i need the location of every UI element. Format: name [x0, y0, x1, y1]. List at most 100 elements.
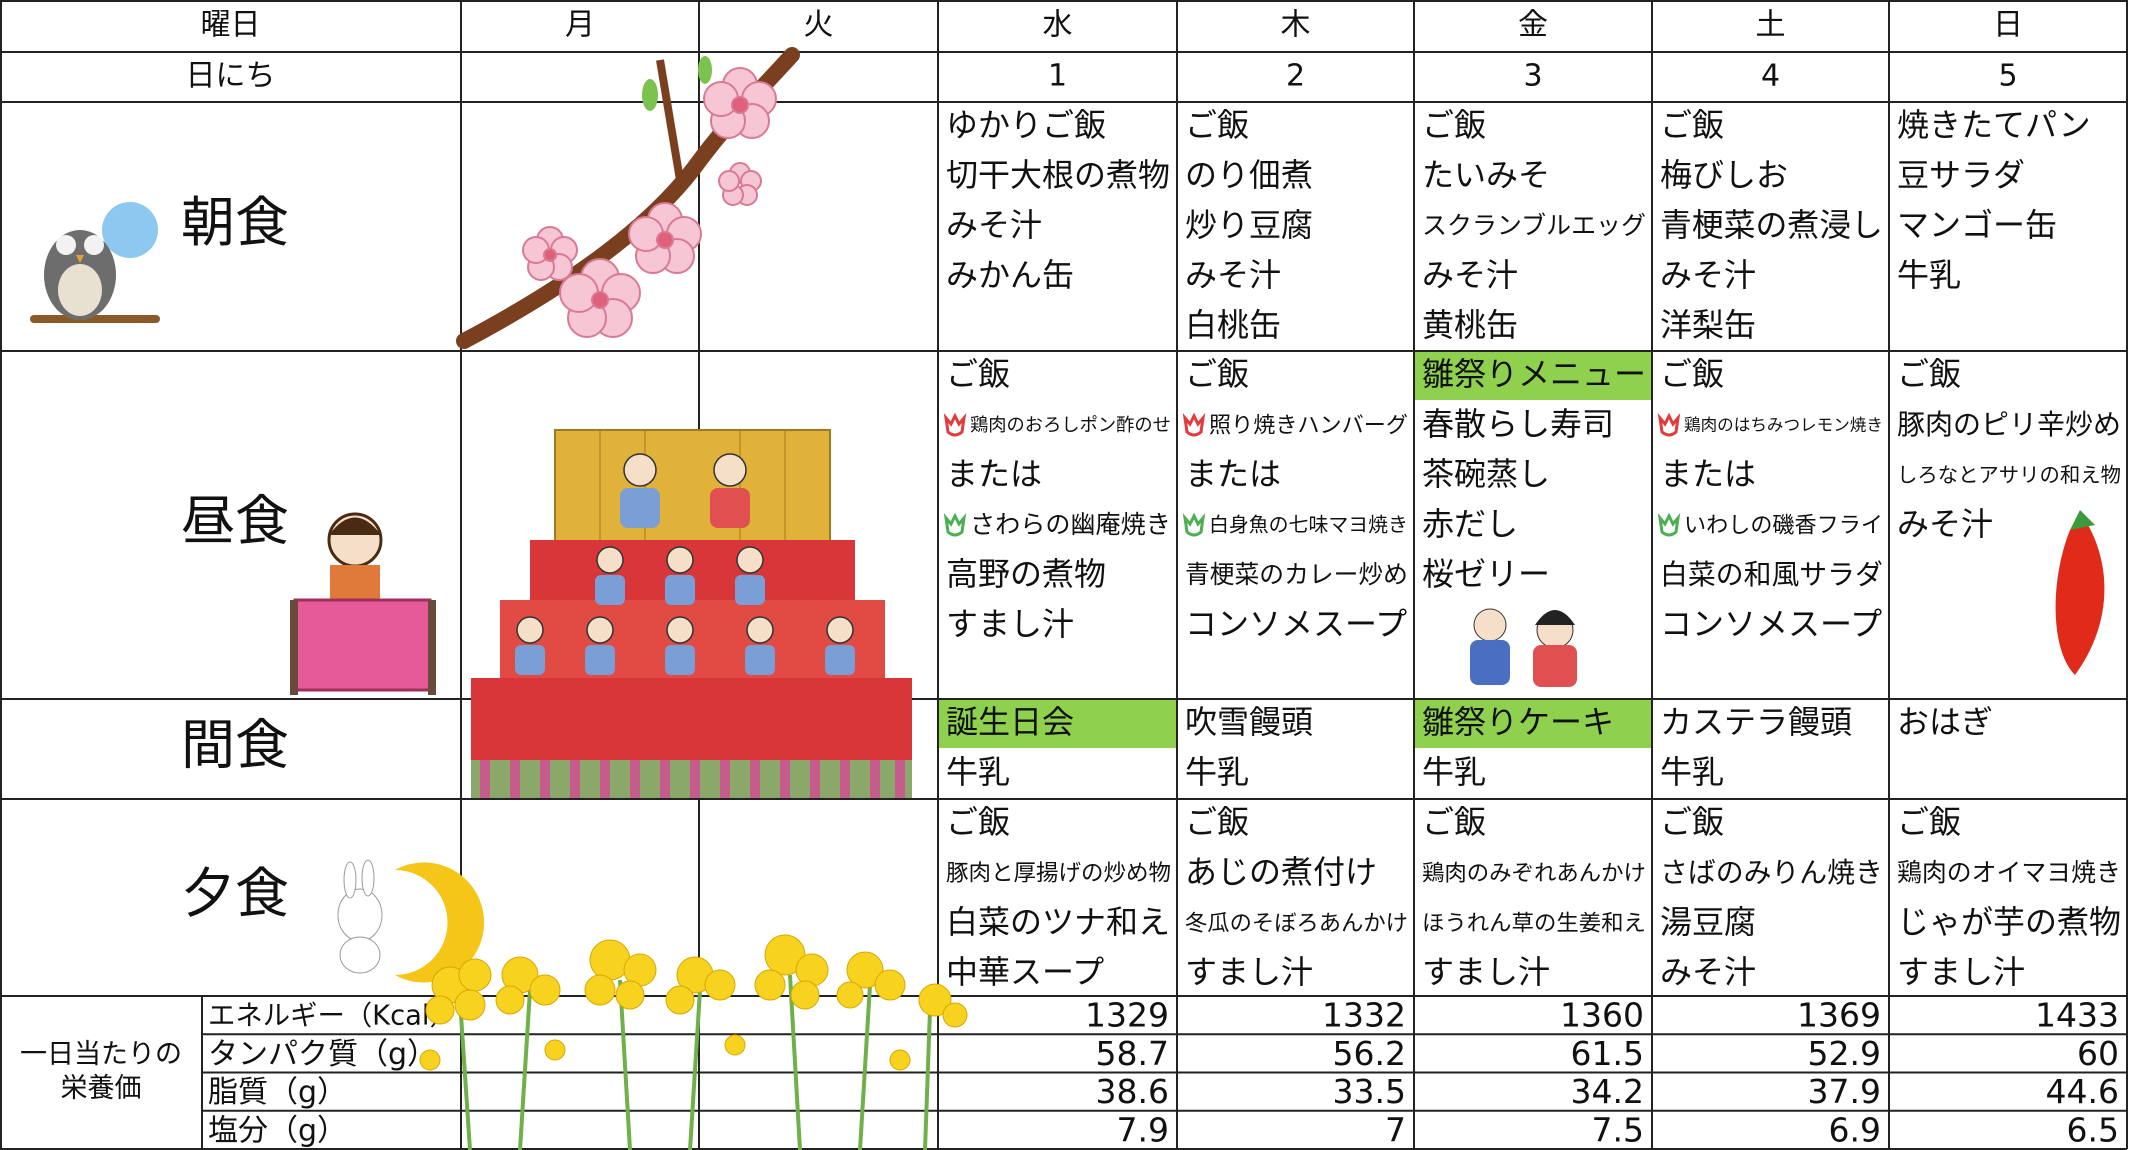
menu-item: すまし汁: [1897, 953, 2025, 991]
menu-item: 牛乳: [1422, 753, 1486, 791]
menu-item: 冬瓜のそぼろあんかけ: [1185, 911, 1408, 937]
menu-item: 赤だし: [1422, 505, 1518, 543]
hina-dolls-illustration: [471, 429, 912, 798]
meal-label: 朝食: [181, 191, 289, 254]
day-label: 木: [1281, 8, 1311, 43]
menu-item: いわしの磯香フライ: [1684, 513, 1883, 539]
nutrient-value: 60: [2077, 1034, 2119, 1073]
menu-item: 白桃缶: [1185, 306, 1281, 344]
menu-item: のり佃煮: [1185, 156, 1313, 194]
nutrient-value: 1329: [1085, 996, 1169, 1035]
nutrient-value: 7.5: [1592, 1110, 1644, 1149]
menu-item: 豚肉と厚揚げの炒め物: [946, 861, 1171, 887]
menu-item: 青梗菜の煮浸し: [1660, 206, 1883, 244]
menu-item: ご飯: [946, 355, 1010, 393]
rabbit-moon-illustration: [337, 859, 485, 983]
menu-item: 湯豆腐: [1660, 903, 1756, 941]
menu-item: 鶏肉のみぞれあんかけ: [1422, 861, 1646, 887]
day-label: 水: [1043, 8, 1073, 43]
menu-item: 吹雪饅頭: [1185, 703, 1313, 741]
menu-item: ご飯: [1422, 803, 1486, 841]
menu-item: 洋梨缶: [1660, 306, 1756, 344]
menu-item: たいみそ: [1422, 156, 1550, 194]
nutrient-value: 52.9: [1808, 1034, 1881, 1073]
nutrient-value: 61.5: [1571, 1034, 1644, 1073]
nutrient-name: 脂質（g）: [208, 1075, 347, 1110]
date: 3: [1523, 59, 1542, 94]
menu-item: 梅びしお: [1660, 156, 1788, 194]
nutrient-name: エネルギー（Kcal）: [208, 1001, 457, 1032]
day-label: 月: [565, 8, 595, 43]
menu-item: 牛乳: [1185, 753, 1249, 791]
nutrient-name: タンパク質（g）: [208, 1037, 437, 1072]
menu-item: 照り焼きハンバーグ: [1209, 413, 1408, 439]
menu-item: ご飯: [1185, 355, 1249, 393]
menu-item: 中華スープ: [946, 953, 1104, 991]
menu-item: じゃが芋の煮物: [1897, 903, 2121, 941]
date: 1: [1048, 59, 1067, 94]
menu-item: 白身魚の七味マヨ焼き: [1209, 514, 1408, 537]
menu-item: すまし汁: [1422, 953, 1550, 991]
menu-item: 牛乳: [946, 753, 1010, 791]
menu-item: または: [946, 455, 1042, 493]
nutrient-value: 6.5: [2067, 1110, 2119, 1149]
menu-item: スクランブルエッグ: [1422, 211, 1646, 240]
menu-item: さわらの幽庵焼き: [970, 510, 1171, 539]
date: 5: [1998, 59, 2017, 94]
menu-item: ご飯: [1185, 106, 1249, 144]
nutrition-label: 一日当たりの: [20, 1039, 182, 1070]
menu-item: 雛祭りメニュー: [1422, 355, 1646, 393]
nutrient-value: 1433: [2035, 996, 2119, 1035]
menu-item: 炒り豆腐: [1185, 206, 1313, 244]
menu-item: 雛祭りケーキ: [1422, 703, 1614, 741]
menu-item: みそ汁: [1422, 256, 1518, 294]
nutrient-value: 1332: [1322, 996, 1406, 1035]
menu-item: または: [1185, 455, 1281, 493]
pepper-illustration: [2055, 510, 2105, 675]
menu-item: 春散らし寿司: [1422, 405, 1614, 443]
owl-illustration: [30, 202, 160, 323]
header-label: 曜日: [201, 8, 261, 43]
girl-illustration: [290, 512, 436, 695]
menu-item: ゆかりご飯: [946, 106, 1106, 144]
menu-item: みそ汁: [1660, 256, 1756, 294]
menu-item: みかん缶: [946, 256, 1074, 294]
menu-item: ご飯: [1660, 355, 1724, 393]
date: 2: [1286, 59, 1305, 94]
menu-item: みそ汁: [1897, 505, 1993, 543]
nutrient-value: 34.2: [1571, 1072, 1644, 1111]
meal-label: 間食: [181, 714, 289, 777]
date-row-label: 日にち: [186, 59, 276, 94]
nutrient-value: 58.7: [1096, 1034, 1169, 1073]
menu-item: 牛乳: [1897, 256, 1961, 294]
meal-label: 夕食: [181, 862, 289, 925]
menu-item: 高野の煮物: [946, 555, 1106, 593]
cherry-branch-illustration: [456, 47, 800, 349]
menu-item: 桜ゼリー: [1422, 555, 1550, 593]
menu-icon: [1657, 512, 1681, 537]
menu-item: 焼きたてパン: [1897, 106, 2091, 144]
menu-item: ご飯: [946, 803, 1010, 841]
menu-item: さばのみりん焼き: [1660, 856, 1883, 889]
nutrient-value: 38.6: [1096, 1072, 1169, 1111]
menu-item: ほうれん草の生姜和え: [1422, 911, 1646, 937]
menu-item: おはぎ: [1897, 703, 1993, 741]
menu-icon: [943, 512, 967, 537]
canola-flowers-illustration: [419, 934, 968, 1150]
menu-item: ご飯: [1185, 803, 1249, 841]
menu-item: すまし汁: [1185, 953, 1313, 991]
day-label: 土: [1756, 8, 1786, 43]
menu-item: 白菜のツナ和え: [946, 903, 1170, 941]
menu-item: ご飯: [1897, 355, 1961, 393]
nutrient-value: 1369: [1797, 996, 1881, 1035]
menu-item: カステラ饅頭: [1660, 703, 1852, 741]
highlight: [1415, 352, 1651, 400]
menu-item: 切干大根の煮物: [946, 156, 1170, 194]
menu-item: しろなとアサリの和え物: [1897, 463, 2121, 487]
small-hina-illustration: [1470, 608, 1577, 687]
menu-item: 豚肉のピリ辛炒め: [1897, 408, 2121, 441]
menu-item: 青梗菜のカレー炒め: [1185, 560, 1408, 589]
